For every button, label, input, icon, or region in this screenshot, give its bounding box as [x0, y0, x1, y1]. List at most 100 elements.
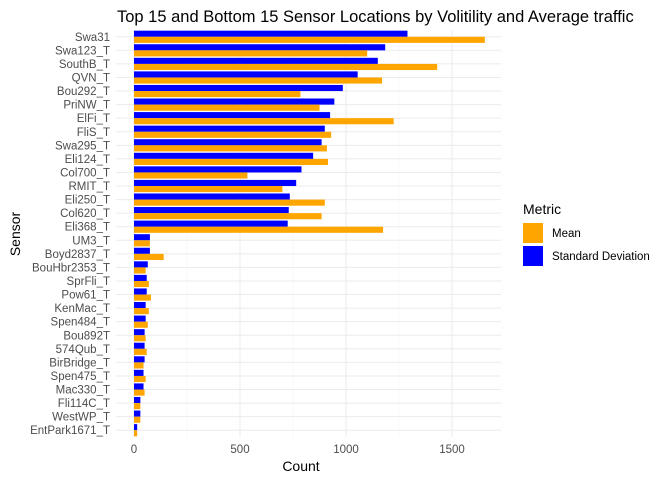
y-tick-label: 574Qub_T [56, 344, 110, 356]
bar-mean [134, 145, 327, 152]
bars [134, 30, 485, 437]
bar-mean [134, 321, 148, 328]
bar-mean [134, 416, 141, 423]
bar-mean [134, 50, 368, 57]
bar-standard-deviation [134, 274, 147, 281]
y-tick-label: Eli368_T [65, 222, 110, 234]
bar-standard-deviation [134, 44, 386, 51]
bar-standard-deviation [134, 193, 290, 200]
bar-standard-deviation [134, 396, 141, 404]
bar-standard-deviation [134, 57, 378, 64]
bar-mean [134, 91, 301, 98]
bar-mean [134, 36, 485, 43]
bar-mean [134, 308, 149, 315]
y-tick-label: Spen484_T [51, 317, 110, 329]
y-tick-label: Swa123_T [55, 45, 110, 57]
y-tick-label: Pow61_T [61, 290, 110, 302]
y-tick-label: RMIT_T [68, 181, 110, 193]
x-tick-label: 1000 [333, 444, 359, 456]
y-tick-label: Col620_T [60, 208, 110, 220]
x-tick-labels: 0 500 1000 1500 [131, 444, 465, 456]
x-axis-title: Count [282, 458, 319, 474]
bar-mean [134, 77, 383, 84]
bar-mean [134, 335, 146, 342]
bar-standard-deviation [134, 166, 302, 173]
bar-standard-deviation [134, 30, 408, 37]
bar-mean [134, 348, 147, 355]
x-tick-label: 0 [131, 444, 137, 456]
bar-standard-deviation [134, 84, 343, 92]
legend-swatch-mean [523, 223, 543, 243]
bar-standard-deviation [134, 288, 147, 295]
bar-mean [134, 213, 322, 220]
bar-mean [134, 226, 384, 233]
y-tick-label: QVN_T [72, 72, 110, 84]
bar-standard-deviation [134, 356, 145, 363]
bar-standard-deviation [134, 315, 146, 322]
y-tick-label: Eli250_T [65, 195, 110, 207]
bar-standard-deviation [134, 98, 335, 105]
bar-standard-deviation [134, 220, 288, 227]
y-tick-label: Eli124_T [65, 154, 110, 166]
y-tick-label: Fli114C_T [58, 398, 110, 410]
y-tick-label: EntPark1671_T [30, 425, 110, 437]
bar-mean [134, 280, 149, 288]
x-tick-label: 1500 [439, 444, 465, 456]
y-tick-label: Mac330_T [56, 385, 110, 397]
bar-mean [134, 403, 141, 410]
bar-mean [134, 294, 151, 301]
bar-standard-deviation [134, 369, 144, 376]
bar-standard-deviation [134, 424, 138, 431]
y-tick-label: FliS_T [77, 127, 110, 139]
y-tick-label: SprFli_T [67, 276, 110, 288]
bar-mean [134, 186, 283, 193]
bar-standard-deviation [134, 207, 289, 214]
y-tick-label: Col700_T [60, 167, 110, 179]
bar-standard-deviation [134, 112, 331, 119]
y-tick-label: Bou292_T [57, 86, 110, 98]
y-tick-label: PriNW_T [63, 100, 110, 112]
legend: Metric Mean Standard Deviation [523, 201, 650, 266]
legend-label-mean: Mean [552, 228, 581, 240]
y-tick-label: Swa295_T [55, 140, 110, 152]
legend-title: Metric [523, 201, 561, 217]
bar-standard-deviation [134, 410, 141, 417]
chart-title: Top 15 and Bottom 15 Sensor Locations by… [117, 8, 634, 26]
bar-standard-deviation [134, 383, 144, 390]
bar-standard-deviation [134, 125, 325, 132]
legend-swatch-standard-deviation [523, 246, 543, 266]
bar-mean [134, 199, 325, 206]
y-tick-label: Swa31 [75, 32, 110, 44]
bar-mean [134, 267, 146, 274]
y-tick-label: BirBridge_T [49, 357, 110, 369]
bar-mean [134, 158, 328, 165]
bar-standard-deviation [134, 329, 145, 336]
bar-mean [134, 118, 394, 125]
bar-mean [134, 240, 150, 247]
bar-mean [134, 362, 144, 369]
bar-mean [134, 375, 146, 383]
y-axis-title: Sensor [7, 211, 23, 256]
bar-mean [134, 63, 438, 71]
y-tick-label: SouthB_T [59, 59, 110, 71]
y-tick-label: Boyd2837_T [45, 249, 110, 261]
bar-mean [134, 104, 320, 111]
bar-mean [134, 131, 332, 138]
bar-standard-deviation [134, 71, 358, 78]
bar-standard-deviation [134, 261, 148, 268]
legend-label-standard-deviation: Standard Deviation [552, 251, 650, 263]
bar-mean [134, 172, 248, 179]
bar-mean [134, 430, 138, 437]
bar-standard-deviation [134, 247, 150, 254]
y-tick-label: KenMac_T [54, 303, 110, 315]
bar-mean [134, 389, 145, 396]
y-tick-label: ElFi_T [77, 113, 110, 125]
y-tick-label: WestWP_T [52, 412, 110, 424]
bar-standard-deviation [134, 234, 150, 241]
bar-mean [134, 253, 164, 260]
y-tick-label: Spen475_T [51, 371, 110, 383]
y-tick-label: Bou892T [63, 330, 110, 342]
y-tick-label: BouHbr2353_T [32, 262, 110, 274]
